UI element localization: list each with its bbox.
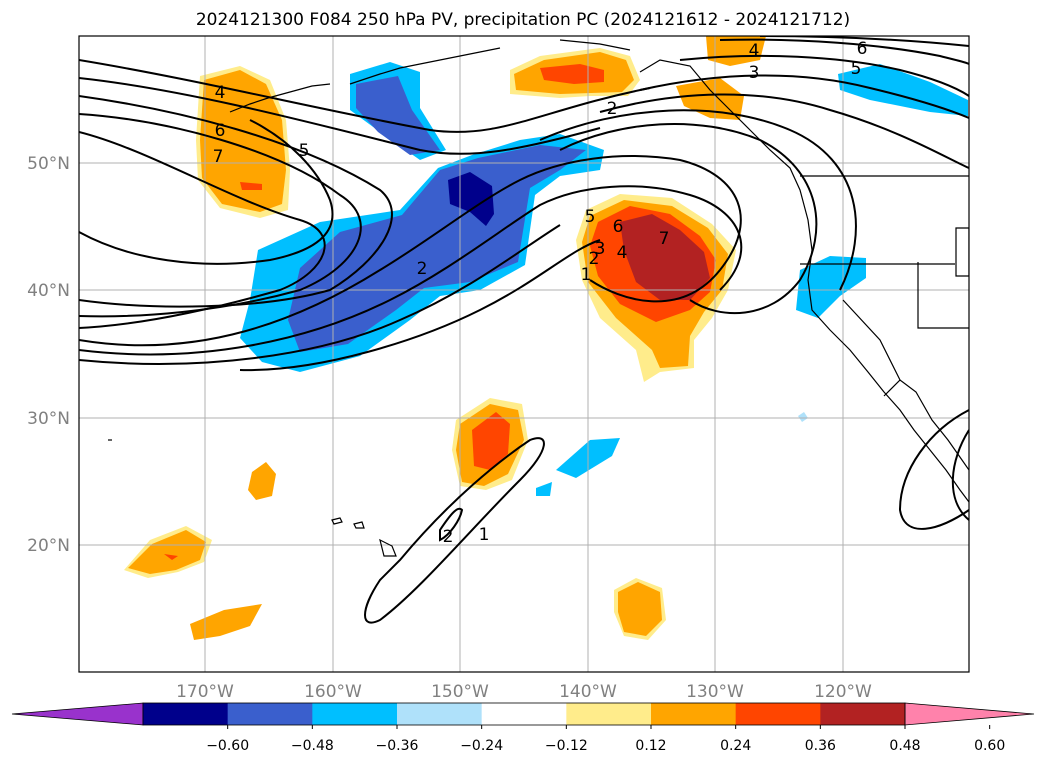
- contour-label: 7: [213, 147, 224, 167]
- longitude-labels: 170°W 160°W 150°W 140°W 130°W 120°W: [176, 682, 872, 702]
- contour-label: 4: [215, 83, 226, 103]
- contour-label: 4: [617, 243, 628, 263]
- map-panel: 4 6 7 5 2 1 2 3 5 6 7 1 2 4 3 2 6 5 4: [78, 35, 970, 673]
- coastlines: [108, 39, 969, 557]
- lon-label: 140°W: [559, 682, 617, 702]
- contour-label: 4: [749, 41, 760, 61]
- contour-label: 5: [851, 59, 862, 79]
- colorbar-extend-low: [11, 702, 144, 726]
- contour-label: 2: [607, 99, 618, 119]
- colorbar-tick-label: 0.36: [805, 738, 836, 754]
- contour-label: 5: [299, 141, 310, 161]
- colorbar-tick-label: 0.12: [635, 738, 666, 754]
- colorbar-tick-label: −0.36: [376, 738, 419, 754]
- colorbar-tick-label: 0.24: [720, 738, 751, 754]
- colorbar-tick-label: 0.48: [889, 738, 920, 754]
- contour-label: 2: [443, 527, 454, 547]
- colorbar-segment: [227, 703, 313, 725]
- colorbar-segment: [820, 703, 906, 725]
- contour-label: 7: [659, 229, 670, 249]
- colorbar-segment: [481, 703, 567, 725]
- contour-label: 1: [479, 525, 490, 545]
- colorbar-segment: [735, 703, 821, 725]
- lon-label: 120°W: [814, 682, 872, 702]
- contour-label: 6: [215, 121, 226, 141]
- colorbar-tick-label: −0.48: [291, 738, 334, 754]
- lat-label: 30°N: [27, 409, 70, 429]
- map-title: 2024121300 F084 250 hPa PV, precipitatio…: [196, 10, 850, 30]
- colorbar-tick-label: 0.60: [974, 738, 1005, 754]
- latitude-labels: 50°N 40°N 30°N 20°N: [27, 154, 70, 556]
- contour-label: 1: [581, 265, 592, 285]
- contour-label: 2: [589, 249, 600, 269]
- colorbar-segment: [397, 703, 483, 725]
- colorbar-tick-label: −0.24: [460, 738, 503, 754]
- lon-label: 150°W: [431, 682, 489, 702]
- lat-label: 50°N: [27, 154, 70, 174]
- colorbar-segment: [312, 703, 398, 725]
- graticule: [79, 36, 969, 672]
- pv-contours: [79, 36, 969, 624]
- contour-label: 3: [749, 63, 760, 83]
- colorbar-tick-label: −0.60: [206, 738, 249, 754]
- colorbar-frame: [142, 702, 906, 726]
- colorbar-segment: [651, 703, 737, 725]
- lon-label: 130°W: [686, 682, 744, 702]
- contour-label: 6: [857, 39, 868, 59]
- contour-label: 5: [585, 207, 596, 227]
- colorbar: −0.60 −0.48 −0.36 −0.24 −0.12 0.12 0.24 0.36 0.4…: [11, 702, 1035, 754]
- colorbar-extend-high: [904, 702, 1035, 726]
- contour-label: 3: [595, 239, 606, 259]
- positive-precip-region: [124, 36, 766, 640]
- lat-label: 40°N: [27, 281, 70, 301]
- lon-label: 160°W: [304, 682, 362, 702]
- lat-label: 20°N: [27, 536, 70, 556]
- contour-label: 2: [417, 259, 428, 279]
- colorbar-tick-label: −0.12: [545, 738, 588, 754]
- contour-labels: 4 6 7 5 2 1 2 3 5 6 7 1 2 4 3 2 6 5 4: [213, 39, 868, 547]
- contour-label: 6: [613, 217, 624, 237]
- colorbar-segment: [143, 703, 229, 725]
- lon-label: 170°W: [176, 682, 234, 702]
- map-frame: [78, 35, 970, 673]
- colorbar-segment: [566, 703, 652, 725]
